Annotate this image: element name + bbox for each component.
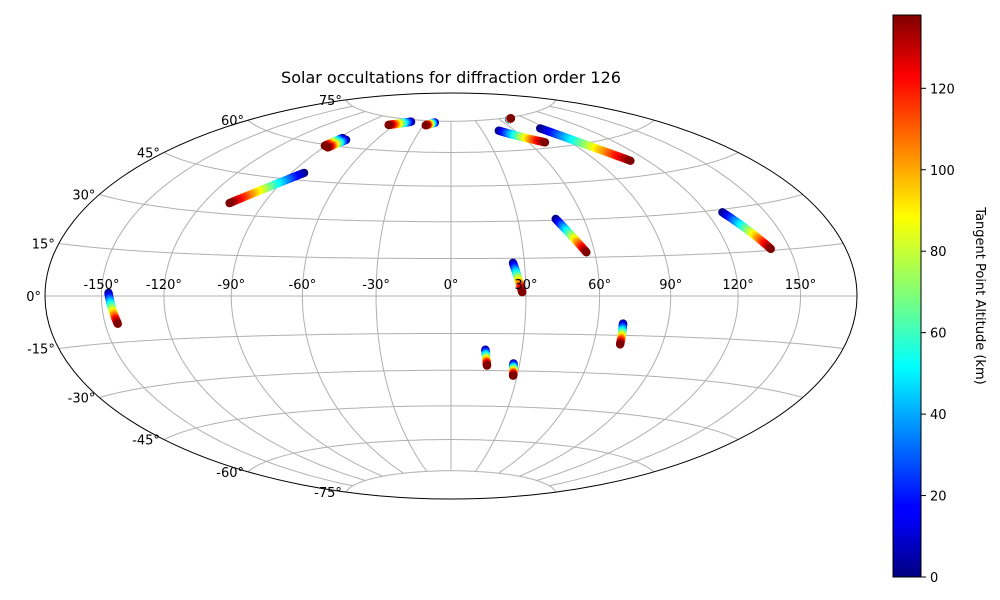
colorbar-tick-label: 120 — [930, 82, 955, 97]
occultation-track — [508, 359, 518, 380]
latitude-tick-label: 75° — [319, 94, 342, 109]
occultation-track — [615, 319, 628, 349]
track-point — [323, 143, 332, 152]
colorbar-tick-label: 60 — [930, 327, 947, 342]
occultation-track — [718, 208, 775, 254]
occultation-track — [508, 258, 527, 297]
occultation-track — [225, 168, 309, 208]
longitude-tick-label: -150° — [83, 278, 119, 293]
track-point — [766, 244, 775, 254]
colorbar-tick-label: 0 — [930, 571, 938, 586]
track-point — [384, 120, 393, 130]
longitude-tick-label: 150° — [785, 278, 816, 293]
occultation-track — [323, 135, 351, 152]
colorbar-tick-label: 80 — [930, 245, 947, 260]
colorbar-tick-label: 20 — [930, 490, 947, 505]
longitude-tick-label: 120° — [722, 278, 753, 293]
latitude-tick-label: 30° — [72, 189, 95, 204]
longitude-tick-label: -90° — [217, 278, 245, 293]
track-point — [626, 156, 635, 165]
track-point — [421, 121, 430, 130]
occultation-track — [481, 345, 492, 370]
occultation-track — [384, 117, 416, 130]
occultation-track — [551, 214, 591, 257]
track-point — [518, 288, 527, 297]
latitude-tick-labels: -75° -60° -45° -30° -15° 0° 15° 30° 45° 60° 75° — [26, 94, 342, 501]
colorbar-gradient — [892, 14, 922, 578]
occultation-tracks — [104, 114, 775, 380]
latitude-tick-label: -15° — [27, 343, 55, 358]
longitude-tick-label: 60° — [588, 278, 611, 293]
longitude-tick-label: -30° — [362, 278, 390, 293]
map-grid — [45, 99, 857, 493]
longitude-tick-label: 90° — [659, 278, 682, 293]
latitude-tick-label: 0° — [26, 290, 41, 305]
track-point — [113, 319, 123, 328]
occultation-track — [494, 126, 550, 147]
occultation-track — [104, 288, 123, 328]
chart-title: Solar occultations for diffraction order… — [281, 68, 621, 87]
longitude-tick-label: -120° — [146, 278, 182, 293]
colorbar: 0 20 40 60 80 100 120 Tangent Point Altitude (… — [892, 14, 987, 586]
track-point — [582, 248, 591, 257]
track-point — [506, 114, 516, 123]
latitude-tick-label: 60° — [221, 114, 244, 129]
longitude-tick-label: 30° — [514, 278, 537, 293]
track-point — [615, 340, 625, 349]
longitude-tick-labels: -150° -120° -90° -60° -30° 0° 30° 60° 90° 120° 150… — [83, 278, 816, 293]
occultation-track — [505, 114, 516, 124]
latitude-tick-label: -30° — [68, 392, 96, 407]
colorbar-tick-label: 100 — [930, 164, 955, 179]
map-boundary — [44, 92, 858, 500]
latitude-tick-label: 15° — [32, 237, 55, 252]
occultation-track — [421, 118, 439, 130]
occultation-track — [536, 124, 635, 165]
latitude-tick-label: 45° — [137, 146, 160, 161]
longitude-tick-label: 0° — [444, 278, 459, 293]
longitude-tick-label: -60° — [289, 278, 317, 293]
track-point — [482, 361, 492, 370]
track-point — [225, 198, 234, 208]
track-point — [540, 138, 550, 147]
colorbar-label: Tangent Point Altitude (km) — [972, 206, 987, 384]
latitude-tick-label: -75° — [314, 486, 342, 501]
track-point — [508, 371, 518, 380]
colorbar-tick-label: 40 — [930, 408, 947, 423]
colorbar-ticks: 0 20 40 60 80 100 120 — [921, 82, 955, 586]
latitude-tick-label: -60° — [216, 466, 244, 481]
latitude-tick-label: -45° — [132, 434, 160, 449]
